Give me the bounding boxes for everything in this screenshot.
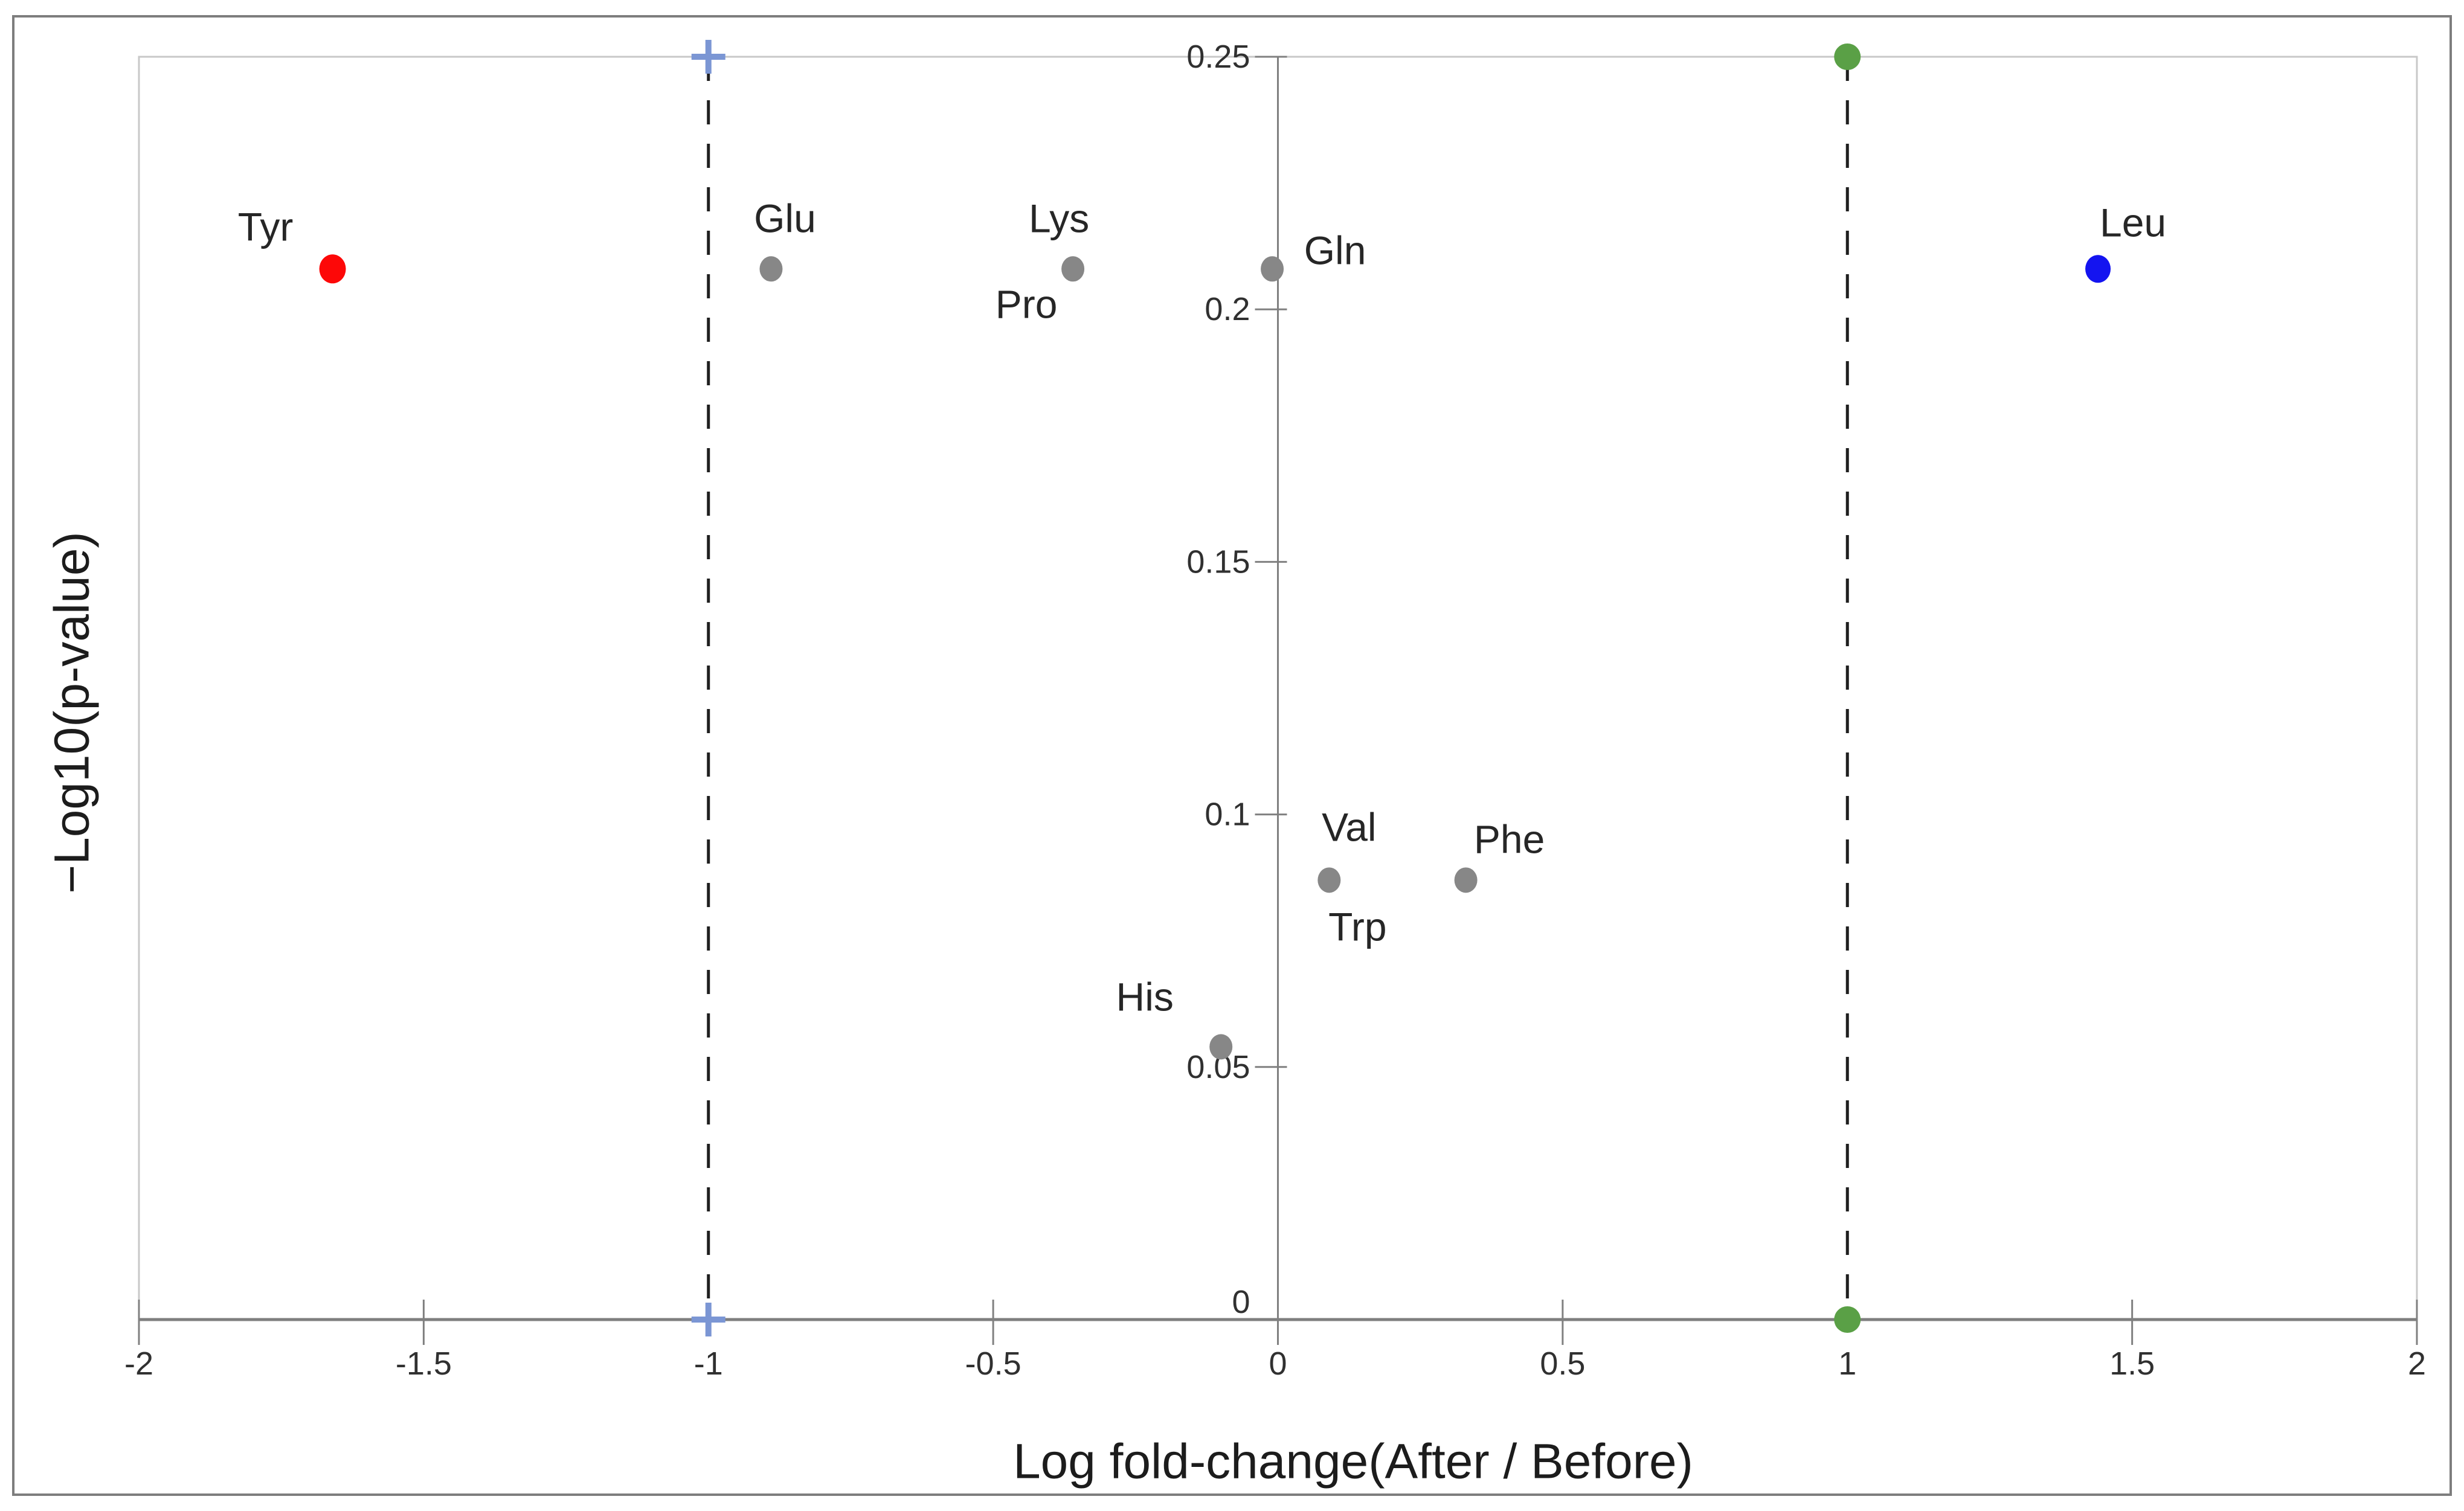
- y-axis-tick-label: 0.15: [1186, 544, 1250, 580]
- data-point-phe: [1454, 867, 1478, 893]
- point-label-trp: Trp: [1328, 904, 1387, 949]
- data-point-val-trp: [1317, 867, 1341, 893]
- point-label-glu: Glu: [754, 196, 816, 240]
- y-axis-tick-label: 0: [1232, 1284, 1250, 1320]
- point-label-tyr: Tyr: [238, 204, 294, 249]
- point-label-leu: Leu: [2100, 200, 2166, 245]
- point-label-val: Val: [1322, 804, 1377, 849]
- point-label-his: His: [1116, 974, 1174, 1019]
- point-label-phe: Phe: [1474, 816, 1545, 861]
- data-point-tyr: [319, 254, 346, 284]
- y-axis-tick-label: 0.1: [1205, 797, 1250, 833]
- data-point-lys-pro: [1061, 256, 1085, 282]
- y-axis-tick-label: 0.25: [1186, 39, 1250, 75]
- point-label-pro: Pro: [996, 281, 1058, 326]
- x-axis-title: Log fold-change(After / Before): [1013, 1434, 1693, 1489]
- data-point-glu: [759, 256, 783, 282]
- threshold-circle-marker: [1834, 1306, 1861, 1333]
- x-axis-tick-label: 0.5: [1540, 1346, 1585, 1382]
- x-axis-tick-label: -0.5: [965, 1346, 1021, 1382]
- x-axis-tick-label: 2: [2408, 1346, 2426, 1382]
- point-label-lys: Lys: [1029, 196, 1089, 240]
- y-axis-title: −Log10(p-value): [45, 531, 100, 893]
- data-point-his: [1209, 1034, 1233, 1060]
- x-axis-tick-label: 1.5: [2109, 1346, 2155, 1382]
- y-axis-tick-label: 0.2: [1205, 291, 1250, 327]
- threshold-circle-marker: [1834, 43, 1861, 70]
- x-axis-tick-label: 0: [1269, 1346, 1287, 1382]
- x-axis-tick-label: -2: [124, 1346, 153, 1382]
- point-label-gln: Gln: [1304, 228, 1366, 272]
- data-point-gln: [1261, 256, 1284, 282]
- data-point-leu: [2085, 255, 2111, 283]
- figure-border: [12, 15, 2452, 1496]
- x-axis-tick-label: -1: [694, 1346, 723, 1382]
- x-axis-tick-label: -1.5: [396, 1346, 452, 1382]
- x-axis-tick-label: 1: [1838, 1346, 1856, 1382]
